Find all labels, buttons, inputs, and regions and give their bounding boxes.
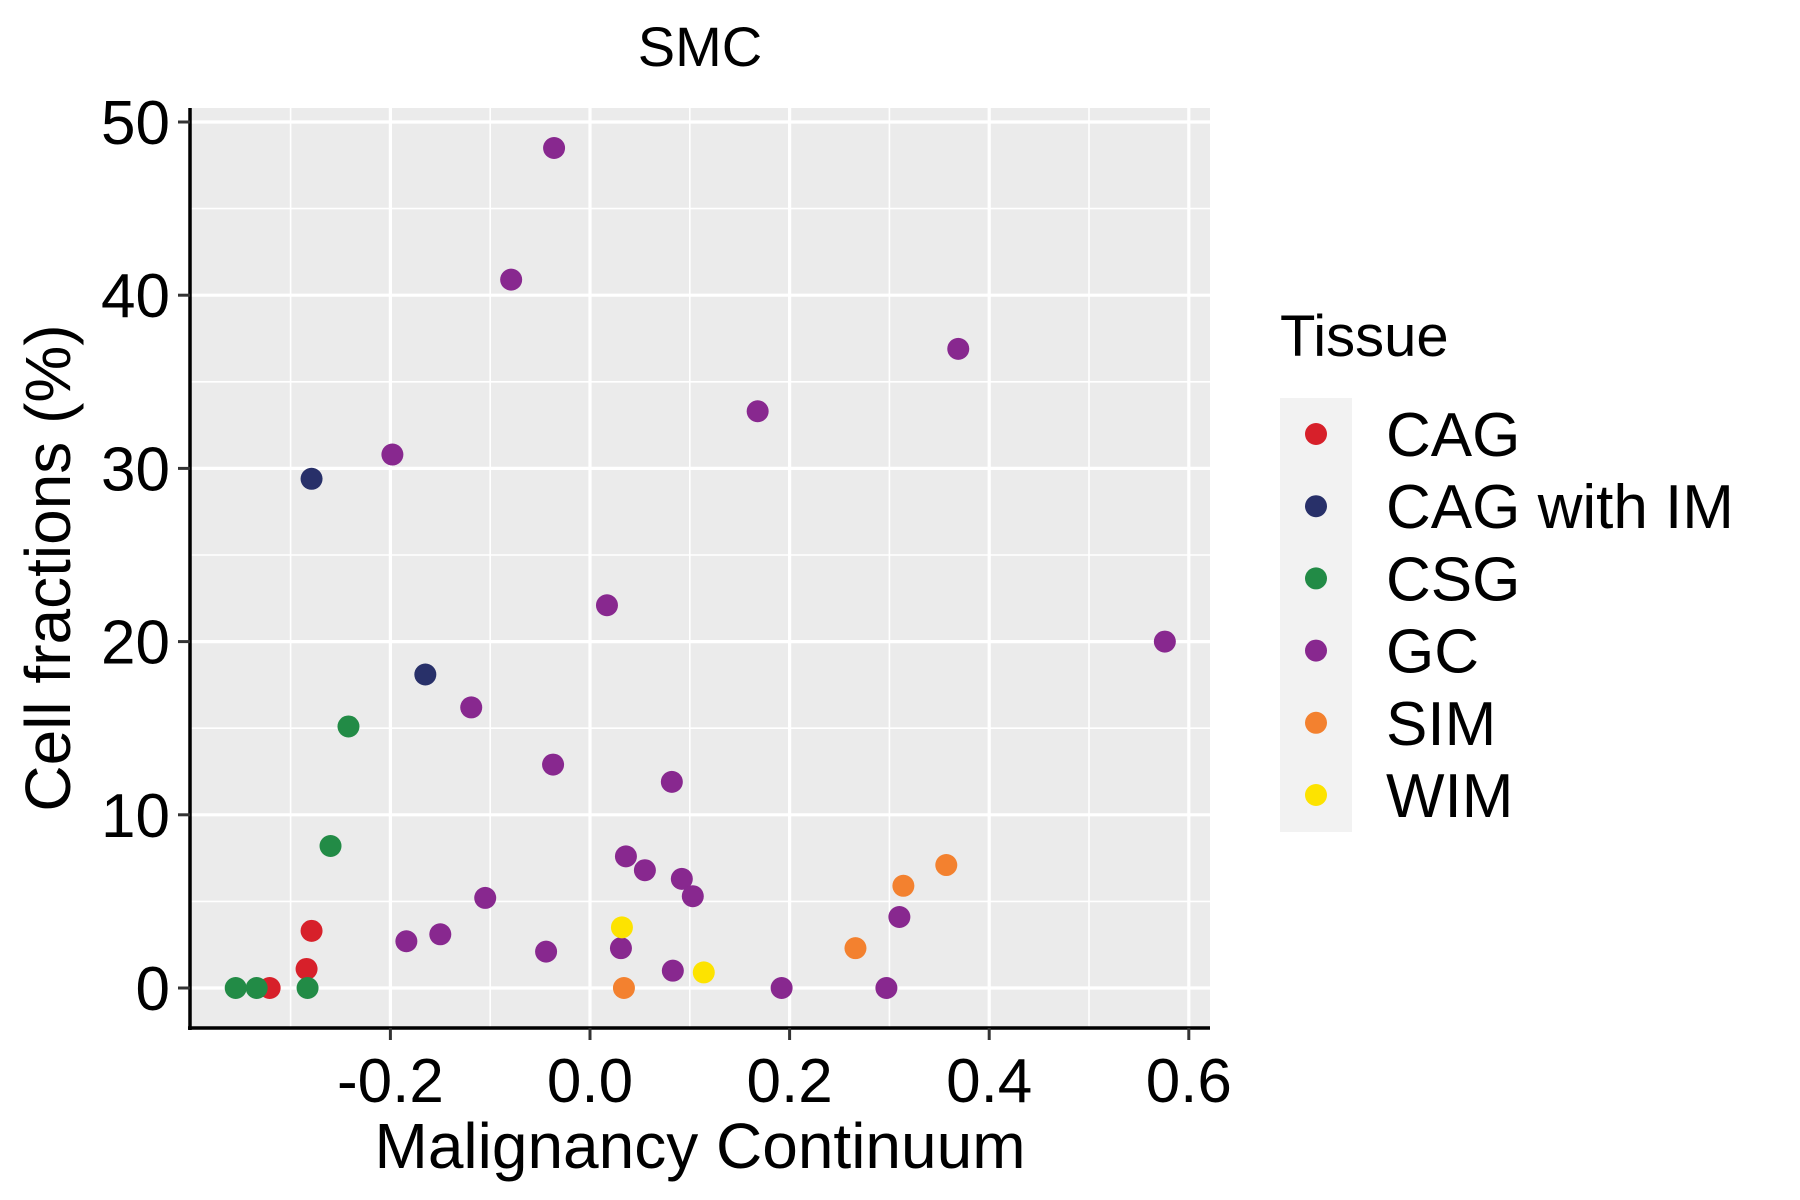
legend-item: GC [1305,618,1479,687]
data-points [224,136,1176,999]
data-point [542,753,565,776]
y-tick-label: 0 [136,955,170,1024]
y-axis-ticks: 0 10 20 30 40 50 [101,89,190,1024]
series-sim [612,854,958,999]
data-point [614,845,637,868]
chart-title: SMC [638,15,762,78]
data-point [295,957,318,980]
legend-key [1305,784,1327,806]
x-tick-label: 0.0 [547,1047,633,1116]
legend-label: WIM [1386,762,1513,831]
legend-label: CAG [1386,401,1520,470]
data-point [414,663,437,686]
data-point [224,977,247,999]
y-tick-label: 30 [101,435,170,504]
y-tick-label: 40 [101,262,170,331]
y-axis-title: Cell fractions (%) [12,324,84,811]
data-point [381,443,404,466]
data-point [300,919,323,942]
data-point [474,886,497,909]
x-tick-label: -0.2 [337,1047,444,1116]
legend-label: CAG with IM [1386,473,1734,542]
data-point [609,937,632,960]
data-point [692,961,715,984]
legend-item: SIM [1305,690,1496,759]
data-point [612,977,635,999]
x-tick-label: 0.4 [946,1047,1032,1116]
y-tick-label: 10 [101,782,170,851]
data-point [245,977,268,999]
data-point [681,885,704,908]
data-point [535,940,558,963]
data-point [892,874,915,897]
data-point [888,905,911,928]
data-point [633,859,656,882]
legend-label: GC [1386,618,1479,687]
legend-item: CAG [1305,401,1520,470]
data-point [660,770,683,793]
legend-item: WIM [1305,762,1513,831]
data-point [610,916,633,939]
legend-key [1305,423,1327,445]
data-point [296,977,319,999]
legend-label: CSG [1386,545,1520,614]
data-point [746,400,769,423]
legend-item: CAG with IM [1305,473,1734,542]
series-wim [610,916,715,984]
data-point [770,977,793,999]
plot-panel [190,108,1210,1028]
data-point [543,136,566,159]
data-point [1153,630,1176,653]
x-tick-label: 0.6 [1146,1047,1232,1116]
data-point [595,594,618,617]
series-cag-with-im [300,467,437,686]
series-csg [224,715,360,999]
data-point [844,937,867,960]
data-point [500,268,523,291]
legend-key-background [1280,398,1352,832]
data-point [670,867,693,890]
data-point [337,715,360,738]
data-point [395,930,418,953]
data-point [319,834,342,857]
legend-label: SIM [1386,690,1496,759]
data-point [429,923,452,946]
legend-item: CSG [1305,545,1520,614]
y-tick-label: 50 [101,89,170,158]
legend-key [1305,639,1327,662]
legend-key [1305,495,1327,518]
series-gc [381,136,1176,999]
data-point [947,337,970,360]
major-gridlines [190,108,1210,1028]
x-axis-ticks: -0.2 0.0 0.2 0.4 0.6 [337,1028,1232,1116]
legend-key [1305,567,1327,590]
data-point [875,977,898,999]
data-point [460,696,483,719]
data-point [661,959,684,982]
x-axis-title: Malignancy Continuum [375,1110,1026,1182]
legend-key [1305,711,1327,734]
y-tick-label: 20 [101,609,170,678]
data-point [300,467,323,490]
data-point [935,854,958,877]
x-tick-label: 0.2 [746,1047,832,1116]
legend-title: Tissue [1280,304,1449,369]
